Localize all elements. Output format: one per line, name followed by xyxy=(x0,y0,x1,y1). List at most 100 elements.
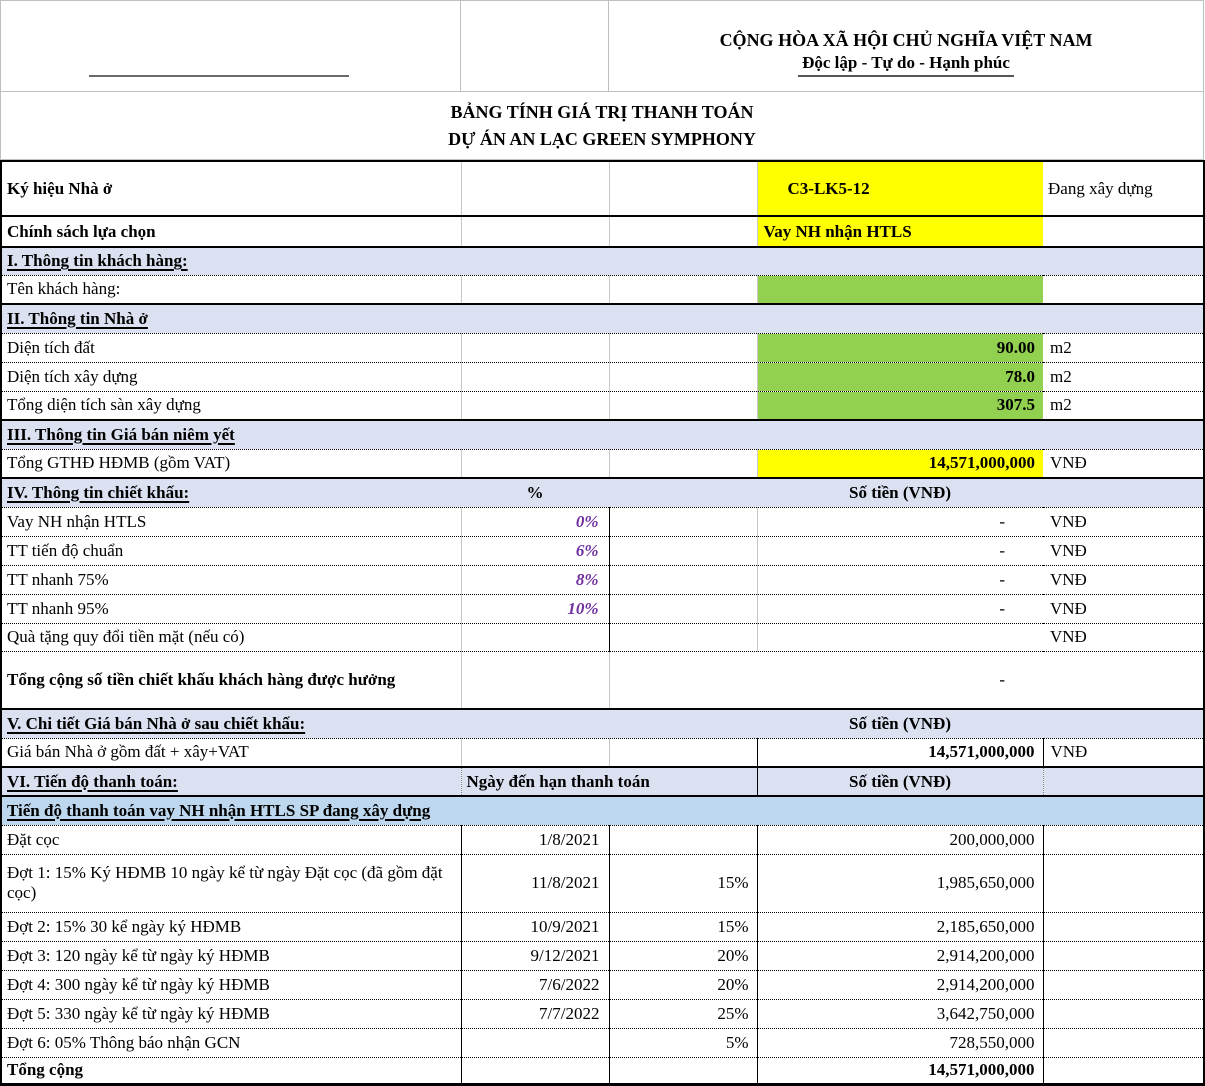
payment-due-date: 1/8/2021 xyxy=(461,824,610,854)
payment-percent: 5% xyxy=(609,1027,758,1057)
listed-price-cell[interactable]: 14,571,000,000 xyxy=(757,448,1043,478)
area-unit: m2 xyxy=(1043,332,1205,362)
payment-row: Đợt 4: 300 ngày kể từ ngày ký HĐMB 7/6/2… xyxy=(0,969,1205,999)
payment-amount: 728,550,000 xyxy=(757,1027,1044,1057)
discount-row: TT nhanh 95% 10% - VNĐ xyxy=(0,593,1205,623)
area-unit: m2 xyxy=(1043,390,1205,420)
payment-percent: 25% xyxy=(609,998,758,1028)
section4-title: IV. Thông tin chiết khấu: xyxy=(7,482,190,502)
area-label: Diện tích đất xyxy=(0,332,462,362)
discount-total-label: Tổng cộng số tiền chiết khấu khách hàng … xyxy=(0,650,462,709)
payment-percent: 20% xyxy=(609,969,758,999)
payment-amount: 200,000,000 xyxy=(757,824,1044,854)
section1-title: I. Thông tin khách hàng: xyxy=(7,251,188,271)
listed-price-label: Tổng GTHĐ HĐMB (gồm VAT) xyxy=(0,448,462,478)
payment-label: Đặt cọc xyxy=(0,824,462,854)
payment-due-date: 11/8/2021 xyxy=(461,853,610,912)
listed-price-row: Tổng GTHĐ HĐMB (gồm VAT) 14,571,000,000 … xyxy=(0,448,1205,478)
section3-header-row: III. Thông tin Giá bán niêm yết xyxy=(0,419,1205,449)
unit-code-cell[interactable]: C3-LK5-12 xyxy=(757,160,1043,216)
discount-percent: 8% xyxy=(461,564,610,594)
payment-label: Đợt 6: 05% Thông báo nhận GCN xyxy=(0,1027,462,1057)
customer-name-row: Tên khách hàng: xyxy=(0,274,1205,304)
discount-row: TT tiến độ chuẩn 6% - VNĐ xyxy=(0,535,1205,565)
payment-percent: 20% xyxy=(609,940,758,970)
payment-amount: 1,985,650,000 xyxy=(757,853,1044,912)
area-value-cell[interactable]: 78.0 xyxy=(757,361,1043,391)
amount-column-header: Số tiền (VNĐ) xyxy=(757,477,1043,507)
area-row: Tổng diện tích sàn xây dựng 307.5 m2 xyxy=(0,390,1205,420)
net-price-label: Giá bán Nhà ở gồm đất + xây+VAT xyxy=(0,737,462,767)
discount-label: TT nhanh 95% xyxy=(0,593,462,623)
section3-title: III. Thông tin Giá bán niêm yết xyxy=(7,424,235,444)
area-value-cell[interactable]: 90.00 xyxy=(757,332,1043,362)
motto-line-2: Độc lập - Tự do - Hạnh phúc xyxy=(609,52,1203,77)
discount-unit: VNĐ xyxy=(1043,535,1205,565)
discount-row: TT nhanh 75% 8% - VNĐ xyxy=(0,564,1205,594)
discount-percent: 0% xyxy=(461,506,610,536)
discount-percent: 6% xyxy=(461,535,610,565)
due-date-column-header: Ngày đến hạn thanh toán xyxy=(461,766,758,796)
payment-row: Đặt cọc 1/8/2021 200,000,000 xyxy=(0,824,1205,854)
discount-total-row: Tổng cộng số tiền chiết khấu khách hàng … xyxy=(0,650,1205,709)
section5-header-row: V. Chi tiết Giá bán Nhà ở sau chiết khấu… xyxy=(0,708,1205,738)
payment-amount: 2,914,200,000 xyxy=(757,969,1044,999)
discount-amount: - xyxy=(757,593,1043,623)
discount-label: TT tiến độ chuẩn xyxy=(0,535,462,565)
payment-row: Đợt 1: 15% Ký HĐMB 10 ngày kể từ ngày Đặ… xyxy=(0,853,1205,912)
grand-total-row: Tổng cộng 14,571,000,000 xyxy=(0,1056,1205,1084)
discount-row: Vay NH nhận HTLS 0% - VNĐ xyxy=(0,506,1205,536)
grand-total-label: Tổng cộng xyxy=(0,1056,462,1084)
area-label: Diện tích xây dựng xyxy=(0,361,462,391)
schedule-subheader-row: Tiến độ thanh toán vay NH nhận HTLS SP đ… xyxy=(0,795,1205,825)
discount-label: TT nhanh 75% xyxy=(0,564,462,594)
listed-price-unit: VNĐ xyxy=(1043,448,1205,478)
payment-label: Đợt 5: 330 ngày kể từ ngày ký HĐMB xyxy=(0,998,462,1028)
unit-code-row: Ký hiệu Nhà ở C3-LK5-12 Đang xây dựng xyxy=(0,160,1205,216)
section4-header-row: IV. Thông tin chiết khấu: % Số tiền (VNĐ… xyxy=(0,477,1205,507)
policy-value-cell[interactable]: Vay NH nhận HTLS xyxy=(757,215,1043,247)
customer-name-cell[interactable] xyxy=(757,274,1043,304)
amount-column-header: Số tiền (VNĐ) xyxy=(757,708,1043,738)
payment-percent: 15% xyxy=(609,853,758,912)
discount-amount: - xyxy=(757,506,1043,536)
discount-unit: VNĐ xyxy=(1043,506,1205,536)
section1-header-row: I. Thông tin khách hàng: xyxy=(0,246,1205,275)
signature-area xyxy=(0,0,461,92)
payment-due-date: 10/9/2021 xyxy=(461,911,610,941)
section6-title: VI. Tiến độ thanh toán: xyxy=(7,771,178,791)
payment-label: Đợt 1: 15% Ký HĐMB 10 ngày kể từ ngày Đặ… xyxy=(0,853,462,912)
discount-amount: - xyxy=(757,535,1043,565)
area-row: Diện tích xây dựng 78.0 m2 xyxy=(0,361,1205,391)
area-label: Tổng diện tích sàn xây dựng xyxy=(0,390,462,420)
discount-total-value: - xyxy=(609,650,1043,709)
payment-percent xyxy=(609,824,758,854)
payment-amount: 2,914,200,000 xyxy=(757,940,1044,970)
payment-label: Đợt 4: 300 ngày kể từ ngày ký HĐMB xyxy=(0,969,462,999)
area-value-cell[interactable]: 307.5 xyxy=(757,390,1043,420)
payment-row: Đợt 5: 330 ngày kể từ ngày ký HĐMB 7/7/2… xyxy=(0,998,1205,1028)
discount-row: Quà tặng quy đổi tiền mặt (nếu có) VNĐ xyxy=(0,622,1205,651)
unit-status: Đang xây dựng xyxy=(1043,160,1205,216)
motto-line-1: CỘNG HÒA XÃ HỘI CHỦ NGHĨA VIỆT NAM xyxy=(719,29,1093,50)
unit-code-label: Ký hiệu Nhà ở xyxy=(0,160,462,216)
discount-amount xyxy=(757,622,1043,651)
discount-label: Quà tặng quy đổi tiền mặt (nếu có) xyxy=(0,622,462,651)
policy-label: Chính sách lựa chọn xyxy=(0,215,462,247)
discount-amount: - xyxy=(757,564,1043,594)
grand-total-value: 14,571,000,000 xyxy=(757,1056,1044,1084)
net-price-row: Giá bán Nhà ở gồm đất + xây+VAT 14,571,0… xyxy=(0,737,1205,767)
payment-due-date xyxy=(461,1027,610,1057)
payment-due-date: 7/6/2022 xyxy=(461,969,610,999)
national-motto: CỘNG HÒA XÃ HỘI CHỦ NGHĨA VIỆT NAM Độc l… xyxy=(609,1,1204,92)
payment-row: Đợt 3: 120 ngày kể từ ngày ký HĐMB 9/12/… xyxy=(0,940,1205,970)
payment-label: Đợt 2: 15% 30 kể ngày ký HĐMB xyxy=(0,911,462,941)
percent-column-header: % xyxy=(461,477,609,507)
payment-due-date: 7/7/2022 xyxy=(461,998,610,1028)
discount-percent: 10% xyxy=(461,593,610,623)
discount-unit: VNĐ xyxy=(1043,564,1205,594)
payment-amount: 3,642,750,000 xyxy=(757,998,1044,1028)
area-unit: m2 xyxy=(1043,361,1205,391)
payment-row: Đợt 2: 15% 30 kể ngày ký HĐMB 10/9/2021 … xyxy=(0,911,1205,941)
